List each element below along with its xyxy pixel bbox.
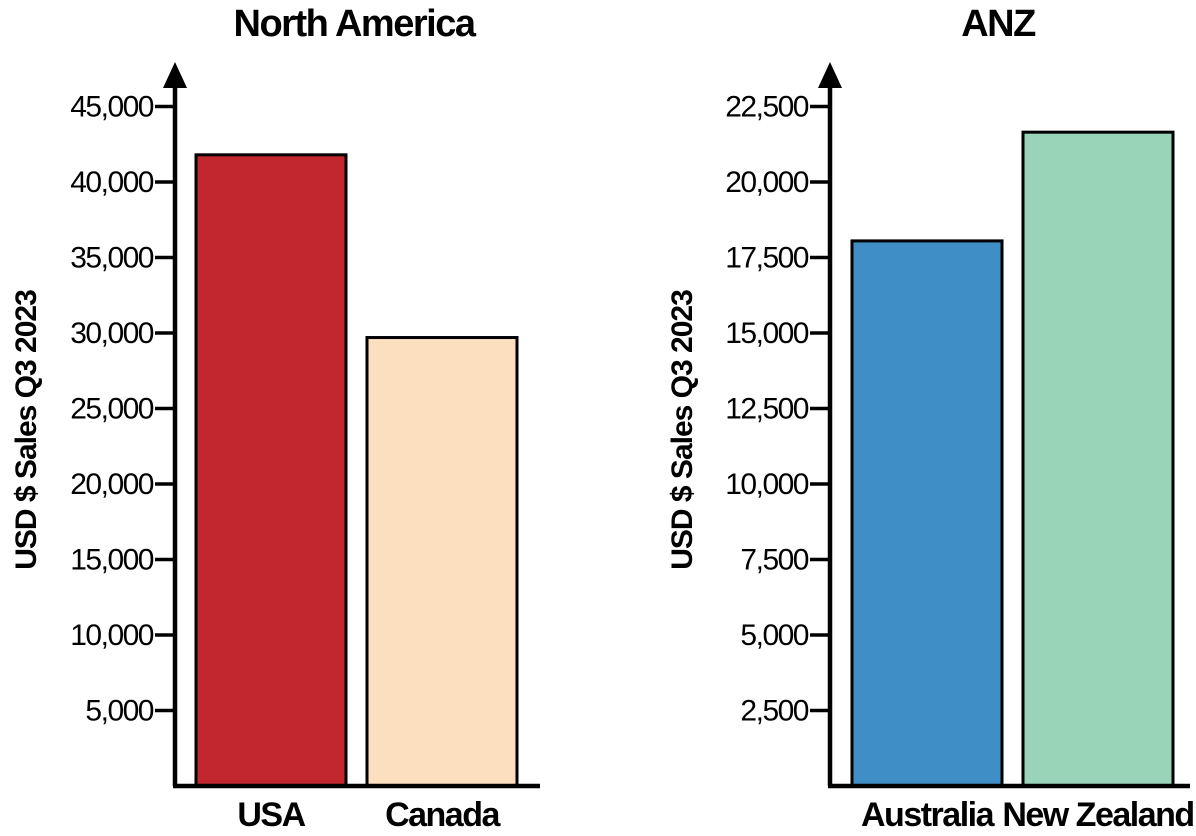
- y-tick-label: 12,500: [725, 393, 809, 426]
- bar-new-zealand: [1021, 130, 1175, 788]
- y-tick-label: 45,000: [70, 91, 154, 124]
- y-tick-label: 30,000: [70, 317, 154, 350]
- chart-title: ANZ: [961, 3, 1036, 45]
- y-tick-label: 15,000: [725, 317, 809, 350]
- x-tick-label-australia: Australia: [861, 796, 996, 834]
- y-tick-label: 35,000: [70, 242, 154, 275]
- y-axis-arrow: [818, 62, 842, 88]
- bar-australia: [850, 239, 1004, 788]
- bar-usa: [194, 153, 348, 788]
- y-tick-label: 7,500: [740, 544, 808, 577]
- y-tick-label: 40,000: [70, 166, 154, 199]
- y-axis-label: USD $ Sales Q3 2023: [666, 290, 699, 570]
- chart-panel-north-america: North America USD $ Sales Q3 2023 USA Canad…: [10, 3, 540, 834]
- y-tick-label: 10,000: [70, 619, 154, 652]
- y-axis-arrow: [163, 62, 187, 88]
- y-tick-label: 17,500: [725, 242, 809, 275]
- x-tick-label-usa: USA: [237, 796, 305, 834]
- y-tick-label: 2,500: [740, 695, 808, 728]
- y-tick-label: 5,000: [85, 695, 153, 728]
- x-tick-label-new-zealand: New Zealand: [1002, 796, 1193, 834]
- y-tick-label: 20,000: [725, 166, 809, 199]
- y-tick-label: 25,000: [70, 393, 154, 426]
- x-tick-label-canada: Canada: [385, 796, 501, 834]
- chart-title: North America: [234, 3, 477, 45]
- bar-canada: [365, 336, 519, 788]
- y-tick-label: 5,000: [740, 619, 808, 652]
- y-tick-label: 15,000: [70, 544, 154, 577]
- y-tick-label: 10,000: [725, 468, 809, 501]
- y-axis-label: USD $ Sales Q3 2023: [10, 290, 43, 570]
- chart-panel-anz: ANZ USD $ Sales Q3 2023 Australia New Zeala…: [666, 3, 1195, 834]
- y-tick-label: 22,500: [725, 91, 809, 124]
- y-tick-label: 20,000: [70, 468, 154, 501]
